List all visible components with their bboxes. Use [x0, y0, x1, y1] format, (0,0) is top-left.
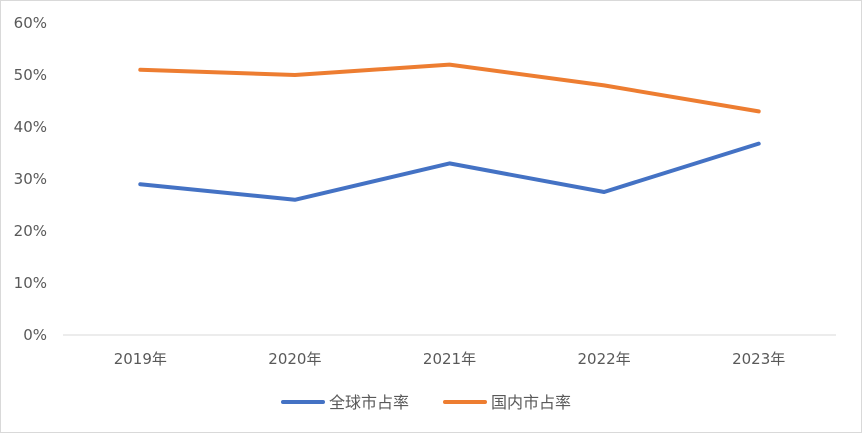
- y-tick-label: 0%: [23, 326, 47, 344]
- x-tick-label: 2019年: [114, 350, 167, 368]
- x-tick-label: 2023年: [732, 350, 785, 368]
- y-tick-label: 10%: [14, 274, 47, 292]
- legend-label: 全球市占率: [329, 393, 409, 412]
- y-tick-label: 40%: [14, 118, 47, 136]
- x-axis-ticks: 2019年 2020年 2021年 2022年 2023年: [114, 350, 786, 368]
- legend-item-1: 全球市占率: [281, 393, 409, 412]
- series-line-1: [138, 141, 761, 202]
- x-tick-label: 2021年: [423, 350, 476, 368]
- legend-item-2: 国内市占率: [443, 393, 571, 412]
- y-axis-ticks: 0% 10% 20% 30% 40% 50% 60%: [14, 14, 47, 344]
- x-tick-label: 2022年: [578, 350, 631, 368]
- x-tick-label: 2020年: [268, 350, 321, 368]
- y-tick-label: 50%: [14, 66, 47, 84]
- y-tick-label: 60%: [14, 14, 47, 32]
- legend: 全球市占率 国内市占率: [281, 393, 571, 412]
- y-tick-label: 30%: [14, 170, 47, 188]
- legend-label: 国内市占率: [491, 393, 571, 412]
- y-tick-label: 20%: [14, 222, 47, 240]
- series-layer: [138, 62, 761, 202]
- series-line-2: [138, 62, 761, 114]
